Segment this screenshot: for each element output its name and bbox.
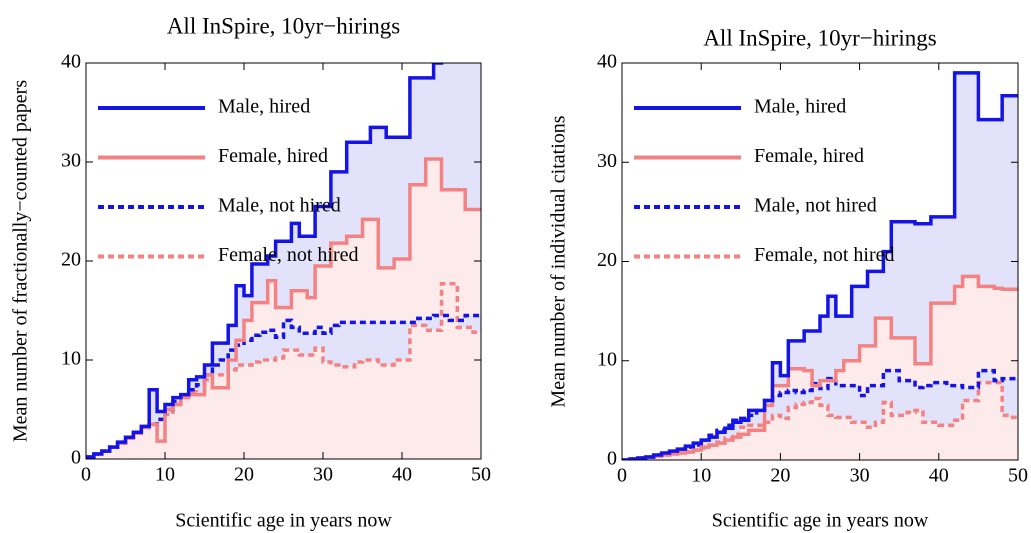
plot-area [86,63,481,459]
step-line [86,63,444,459]
step-line [622,71,1018,460]
y-tick-label: 0 [607,448,617,470]
x-axis-label: Scientific age in years now [175,510,392,532]
chart-title: All InSpire, 10yr−hirings [703,25,936,50]
y-axis-label: Mean number of individual citations [548,115,570,407]
x-tick-label: 20 [234,464,254,486]
step-line [622,274,1018,460]
x-tick-label: 20 [770,465,790,487]
x-tick-label: 10 [155,464,175,486]
chart-title: All InSpire, 10yr−hirings [167,13,400,38]
y-tick-label: 30 [61,150,81,172]
panel: 0 10 20 30 40 50 0 10 20 30 40 All InSpire, 10yr−hi… [10,13,491,531]
legend-label: Male, hired [218,96,310,118]
y-tick-label: 30 [597,150,617,172]
x-tick-label: 40 [392,464,412,486]
panel: 0 10 20 30 40 50 0 10 20 30 40 All InSpire, 10yr−hi… [548,25,1028,531]
y-tick-label: 20 [597,249,617,271]
y-axis-label: Mean number of fractionally−counted pape… [10,80,32,442]
x-axis-label: Scientific age in years now [712,510,929,532]
legend-label: Male, not hired [218,195,341,217]
y-tick-label: 10 [597,348,617,370]
y-tick-label: 10 [61,348,81,370]
area [622,382,1018,460]
y-tick-label: 0 [71,447,81,469]
legend-label: Female, hired [754,145,864,167]
legend-label: Female, hired [218,145,328,167]
x-tick-label: 30 [850,465,870,487]
legend-label: Male, not hired [754,195,877,217]
x-tick-label: 50 [1008,465,1028,487]
y-tick-label: 40 [61,51,81,73]
plot-area [622,71,1018,460]
x-tick-label: 50 [471,464,491,486]
x-tick-label: 30 [313,464,333,486]
x-tick-label: 40 [929,465,949,487]
legend-label: Male, hired [754,96,846,118]
x-tick-label: 0 [617,465,627,487]
y-tick-label: 20 [61,249,81,271]
legend-label: Female, not hired [218,244,359,266]
x-tick-label: 10 [691,465,711,487]
area [86,283,481,459]
y-tick-label: 40 [597,51,617,73]
step-line [86,282,481,459]
x-tick-label: 0 [81,464,91,486]
legend-label: Female, not hired [754,244,895,266]
